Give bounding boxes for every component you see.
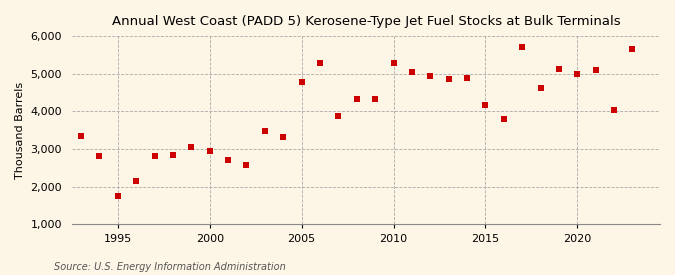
Title: Annual West Coast (PADD 5) Kerosene-Type Jet Fuel Stocks at Bulk Terminals: Annual West Coast (PADD 5) Kerosene-Type…: [111, 15, 620, 28]
Point: [259, 129, 270, 133]
Point: [223, 158, 234, 162]
Point: [627, 46, 638, 51]
Point: [113, 194, 124, 198]
Point: [498, 117, 509, 121]
Point: [517, 45, 528, 50]
Point: [167, 153, 178, 157]
Point: [443, 76, 454, 81]
Point: [609, 107, 620, 112]
Point: [425, 74, 435, 79]
Point: [480, 103, 491, 107]
Point: [462, 76, 472, 81]
Point: [554, 67, 564, 72]
Point: [94, 154, 105, 158]
Point: [205, 148, 215, 153]
Point: [352, 97, 362, 101]
Point: [241, 162, 252, 167]
Y-axis label: Thousand Barrels: Thousand Barrels: [15, 82, 25, 179]
Point: [131, 179, 142, 183]
Point: [76, 133, 86, 138]
Point: [333, 114, 344, 119]
Point: [278, 134, 289, 139]
Point: [572, 72, 583, 76]
Point: [149, 154, 160, 158]
Point: [406, 70, 417, 75]
Point: [535, 86, 546, 90]
Point: [186, 145, 196, 149]
Point: [370, 97, 381, 101]
Point: [315, 61, 325, 65]
Point: [590, 68, 601, 72]
Point: [388, 61, 399, 65]
Point: [296, 80, 307, 84]
Text: Source: U.S. Energy Information Administration: Source: U.S. Energy Information Administ…: [54, 262, 286, 272]
